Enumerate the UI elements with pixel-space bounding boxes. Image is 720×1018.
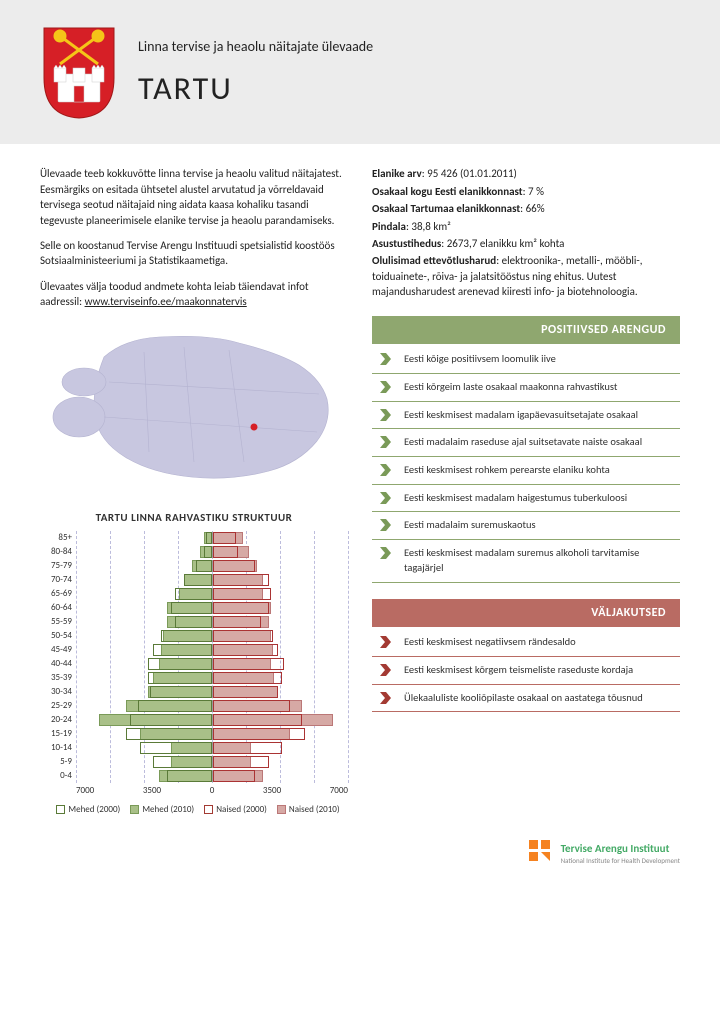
list-item: Eesti keskmisest madalam igapäevasuitset… xyxy=(372,402,680,430)
list-item: Eesti keskmisest madalam haigestumus tub… xyxy=(372,485,680,513)
list-item: Eesti madalaim suremuskaotus xyxy=(372,512,680,540)
pyramid-row: 5-9 xyxy=(40,755,348,769)
stat-industries: Olulisimad ettevõtlusharud: elektroonika… xyxy=(372,253,680,299)
pyramid-row: 0-4 xyxy=(40,769,348,783)
pyramid-row: 55-59 xyxy=(40,615,348,629)
footer-logo-icon xyxy=(527,838,553,868)
pyramid-row: 40-44 xyxy=(40,657,348,671)
pyramid-row: 85+ xyxy=(40,531,348,545)
challenges-heading: VÄLJAKUTSED xyxy=(372,599,680,628)
list-item: Eesti kõige positiivsem loomulik iive xyxy=(372,346,680,374)
pyramid-row: 10-14 xyxy=(40,741,348,755)
pyramid-row: 65-69 xyxy=(40,587,348,601)
intro-p2: Selle on koostanud Tervise Arengu Instit… xyxy=(40,238,348,269)
stat-line: Osakaal Tartumaa elanikkonnast: 66% xyxy=(372,201,680,216)
estonia-map xyxy=(40,322,348,496)
list-item: Eesti keskmisest rohkem perearste elanik… xyxy=(372,457,680,485)
pyramid-row: 70-74 xyxy=(40,573,348,587)
stat-line: Elanike arv: 95 426 (01.01.2011) xyxy=(372,166,680,181)
list-item: Eesti keskmisest kõrgem teismeliste rase… xyxy=(372,657,680,685)
stat-line: Asustustihedus: 2673,7 elanikku km² koht… xyxy=(372,236,680,251)
stat-line: Osakaal kogu Eesti elanikkonnast: 7 % xyxy=(372,184,680,199)
population-pyramid-chart: 85+80-8475-7970-7465-6960-6455-5950-5445… xyxy=(40,531,348,783)
more-info-link[interactable]: www.terviseinfo.ee/maakonnatervis xyxy=(85,295,247,308)
header: Linna tervise ja heaolu näitajate ülevaa… xyxy=(0,0,720,144)
list-item: Eesti keskmisest negatiivsem rändesaldo xyxy=(372,629,680,657)
pyramid-row: 15-19 xyxy=(40,727,348,741)
footer-org-name: Tervise Arengu Instituut xyxy=(561,841,680,856)
coat-of-arms-icon xyxy=(40,24,118,124)
intro-p3: Ülevaates välja toodud andmete kohta lei… xyxy=(40,279,348,310)
footer: Tervise Arengu Instituut National Instit… xyxy=(0,834,720,886)
pyramid-row: 80-84 xyxy=(40,545,348,559)
intro-p1: Ülevaade teeb kokkuvõtte linna tervise j… xyxy=(40,166,348,228)
stat-line: Pindala: 38,8 km² xyxy=(372,219,680,234)
pyramid-row: 20-24 xyxy=(40,713,348,727)
page-subtitle: Linna tervise ja heaolu näitajate ülevaa… xyxy=(138,37,680,57)
pyramid-row: 35-39 xyxy=(40,671,348,685)
pyramid-row: 75-79 xyxy=(40,559,348,573)
pyramid-row: 50-54 xyxy=(40,629,348,643)
list-item: Ülekaaluliste kooliõpilaste osakaal on a… xyxy=(372,685,680,713)
list-item: Eesti madalaim raseduse ajal suitsetavat… xyxy=(372,429,680,457)
intro-text: Ülevaade teeb kokkuvõtte linna tervise j… xyxy=(40,166,348,309)
pyramid-title: TARTU LINNA RAHVASTIKU STRUKTUUR xyxy=(40,510,348,525)
footer-org-sub: National Institute for Health Developmen… xyxy=(561,856,680,866)
city-name: TARTU xyxy=(138,67,680,112)
pyramid-legend: Mehed (2000) Mehed (2010) Naised (2000) … xyxy=(40,804,348,817)
positives-list: Eesti kõige positiivsem loomulik iiveEes… xyxy=(372,346,680,582)
pyramid-row: 60-64 xyxy=(40,601,348,615)
pyramid-row: 30-34 xyxy=(40,685,348,699)
pyramid-row: 25-29 xyxy=(40,699,348,713)
pyramid-row: 45-49 xyxy=(40,643,348,657)
list-item: Eesti kõrgeim laste osakaal maakonna rah… xyxy=(372,374,680,402)
challenges-list: Eesti keskmisest negatiivsem rändesaldoE… xyxy=(372,629,680,712)
list-item: Eesti keskmisest madalam suremus alkohol… xyxy=(372,540,680,582)
positives-heading: POSITIIVSED ARENGUD xyxy=(372,316,680,345)
city-stats: Elanike arv: 95 426 (01.01.2011) Osakaal … xyxy=(372,166,680,299)
pyramid-x-axis: 70003500035007000 xyxy=(40,785,348,798)
